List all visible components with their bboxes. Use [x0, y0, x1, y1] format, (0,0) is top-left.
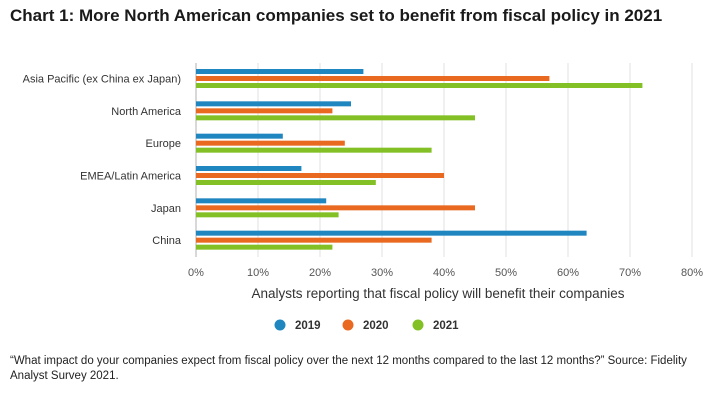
bar-2021 [196, 147, 432, 153]
category-label: Europe [146, 138, 181, 150]
bar-2019 [196, 133, 283, 139]
legend-marker-2021 [412, 319, 424, 331]
category-label: EMEA/Latin America [80, 171, 182, 183]
legend-marker-2019 [274, 319, 286, 331]
x-tick-label: 10% [247, 267, 269, 279]
x-tick-label: 0% [188, 267, 204, 279]
x-tick-label: 60% [557, 267, 579, 279]
chart-footnote: “What impact do your companies expect fr… [10, 355, 687, 382]
x-axis-title: Analysts reporting that fiscal policy wi… [252, 286, 625, 301]
legend-label: 2020 [363, 320, 389, 332]
category-label: China [152, 235, 182, 247]
legend-label: 2021 [433, 320, 459, 332]
category-label: North America [111, 106, 182, 118]
bar-2019 [196, 166, 302, 171]
bar-2020 [196, 173, 444, 178]
bar-2020 [196, 140, 345, 146]
category-label: Japan [151, 203, 181, 215]
x-tick-label: 20% [309, 267, 331, 279]
bar-2021 [196, 115, 475, 121]
bar-2021 [196, 180, 376, 185]
bar-2019 [196, 69, 364, 74]
bar-2019 [196, 230, 587, 236]
legend-label: 2019 [295, 320, 321, 332]
chart-title: Chart 1: More North American companies s… [10, 6, 663, 25]
bar-2020 [196, 108, 333, 114]
x-tick-label: 50% [495, 267, 517, 279]
bar-chart: 0% 10% 20% 30% 40% 50% 60% 70% 80% Asia Pacific (… [23, 63, 703, 332]
category-label: Asia Pacific (ex China ex Japan) [23, 74, 181, 86]
bar-2020 [196, 205, 475, 211]
bar-2020 [196, 237, 432, 243]
bar-2019 [196, 101, 351, 107]
x-tick-label: 40% [433, 267, 455, 279]
x-tick-label: 30% [371, 267, 393, 279]
bar-2021 [196, 212, 339, 218]
x-tick-label: 70% [619, 267, 641, 279]
bar-2019 [196, 198, 327, 204]
bar-2020 [196, 76, 550, 81]
x-tick-label: 80% [681, 267, 703, 279]
bar-2021 [196, 244, 333, 250]
legend-marker-2020 [342, 319, 354, 331]
bar-2021 [196, 83, 643, 88]
